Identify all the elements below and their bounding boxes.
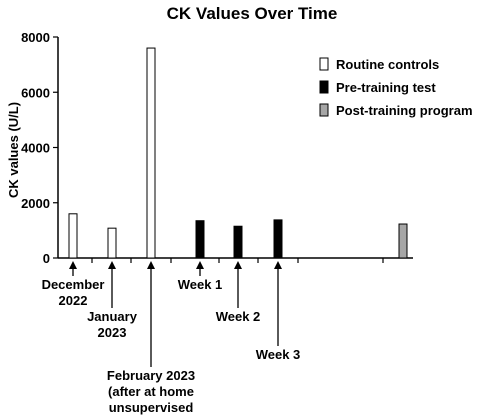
annotation-line: February 2023 xyxy=(107,368,195,383)
annotation-label: Week 3 xyxy=(256,347,301,362)
legend-swatch xyxy=(319,80,329,94)
legend-label: Pre-training test xyxy=(336,80,436,95)
bar-post-training xyxy=(398,223,408,259)
annotation-label: January 2023 xyxy=(87,309,138,340)
legend-label: Post-training program xyxy=(336,103,473,118)
chart-title: CK Values Over Time xyxy=(167,4,338,23)
bars xyxy=(68,47,408,259)
annotation-line: Week 2 xyxy=(216,309,261,324)
axes: 0 2000 4000 6000 8000 xyxy=(21,30,413,266)
annotation-arrowhead xyxy=(108,261,116,269)
annotation-line: December xyxy=(42,277,105,292)
bar-routine-control xyxy=(146,47,156,259)
legend-swatch xyxy=(319,103,329,117)
y-tick-label: 8000 xyxy=(21,30,50,45)
annotation-label: Week 1 xyxy=(178,277,223,292)
bar-routine-control xyxy=(68,213,78,259)
bar-routine-control xyxy=(107,227,117,259)
annotation-label: December 2022 xyxy=(42,277,105,308)
annotation-line: Week 3 xyxy=(256,347,301,362)
annotation-arrowhead xyxy=(196,261,204,269)
annotation-line: unsupervised xyxy=(109,400,194,415)
annotation-line: (after at home xyxy=(108,384,194,399)
legend-label: Routine controls xyxy=(336,57,439,72)
annotation-arrowhead xyxy=(69,261,77,269)
bar-pre-training xyxy=(273,219,283,259)
y-tick-label: 4000 xyxy=(21,141,50,156)
y-axis-label: CK values (U/L) xyxy=(6,102,21,198)
y-tick-label: 0 xyxy=(43,251,50,266)
annotation-arrowhead xyxy=(274,261,282,269)
bar-pre-training xyxy=(233,225,243,259)
legend-swatch xyxy=(319,57,329,71)
bar-pre-training xyxy=(195,220,205,259)
legend: Routine controls Pre-training test Post-tr… xyxy=(319,57,473,118)
annotation-line: 2022 xyxy=(59,293,88,308)
y-tick-label: 6000 xyxy=(21,85,50,100)
annotation-line: 2023 xyxy=(98,325,127,340)
annotation-label: February 2023(after at homeunsupervisedp… xyxy=(99,368,204,415)
annotation-line: January xyxy=(87,309,138,324)
annotation-arrowhead xyxy=(234,261,242,269)
annotation-line: Week 1 xyxy=(178,277,223,292)
annotation-label: Week 2 xyxy=(216,309,261,324)
y-tick-label: 2000 xyxy=(21,196,50,211)
annotation-arrowhead xyxy=(147,261,155,269)
